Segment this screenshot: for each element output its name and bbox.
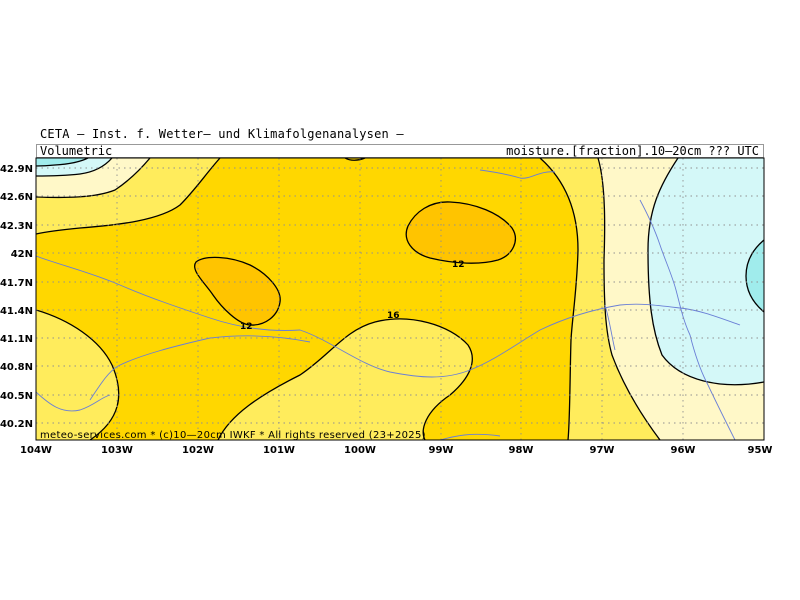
fill-16-20-south (218, 318, 473, 440)
variable-name: Volumetric (40, 144, 113, 158)
latitude-axis: 42.9N 42.6N 42.3N 42N 41.7N 41.4N 41.1N … (0, 164, 33, 430)
contour-label: 16 (387, 311, 400, 321)
variable-description: moisture.[fraction].10—20cm ??? UTC (506, 144, 759, 158)
lat-tick-label: 40.5N (0, 391, 33, 402)
lon-tick-label: 98W (509, 445, 534, 456)
contour-label: 12 (452, 260, 465, 270)
loup-river (604, 304, 616, 351)
rivers (36, 169, 741, 440)
lon-tick-label: 102W (182, 445, 214, 456)
missouri-river (639, 199, 736, 440)
platte-river (36, 255, 741, 378)
contour-24-east (647, 158, 764, 386)
lat-tick-label: 42.6N (0, 192, 33, 203)
niobrara-river (479, 169, 556, 179)
plot-frame (35, 157, 765, 441)
lon-tick-label: 103W (101, 445, 133, 456)
contour-16-top (344, 158, 366, 161)
republican-river (89, 335, 311, 401)
contour-12-west (194, 256, 281, 326)
lon-tick-label: 96W (671, 445, 696, 456)
lon-tick-label: 100W (344, 445, 376, 456)
graticule (36, 158, 764, 440)
lon-tick-label: 97W (590, 445, 615, 456)
longitude-axis: 104W 103W 102W 101W 100W 99W 98W 97W 96W… (20, 445, 772, 456)
chart-title: CETA — Inst. f. Wetter— und Klimafolgena… (40, 127, 404, 141)
contour-label: 12 (240, 322, 253, 332)
lat-tick-label: 41.1N (0, 334, 33, 345)
contour-20-nw (36, 158, 151, 199)
lat-tick-label: 42.3N (0, 221, 33, 232)
lat-tick-label: 42.9N (0, 164, 33, 175)
contour-16-sw (36, 309, 120, 440)
lat-tick-label: 40.2N (0, 419, 33, 430)
contour-28-nw (36, 158, 89, 167)
lon-tick-label: 104W (20, 445, 52, 456)
fill-24-28-east (648, 158, 764, 385)
fill-gt28-nw (36, 158, 88, 166)
contour-lines (36, 158, 764, 440)
fill-lt12-west (194, 257, 281, 326)
contour-12-north (405, 201, 516, 264)
lon-tick-label: 99W (429, 445, 454, 456)
contour-16-nw (36, 158, 221, 235)
lat-tick-label: 42N (11, 249, 33, 260)
lat-tick-label: 41.7N (0, 278, 33, 289)
contour-20-east (597, 158, 661, 440)
south-border-river (439, 433, 501, 440)
filled-contours (36, 158, 764, 440)
lon-tick-label: 95W (748, 445, 773, 456)
fill-lt12-north (406, 201, 516, 264)
contour-24-nw (36, 158, 113, 177)
south-river (36, 391, 111, 412)
copyright-text: meteo-services.com * (c)10—20cm IWKF * A… (40, 430, 426, 441)
contour-28-east (745, 239, 764, 313)
lat-tick-label: 40.8N (0, 362, 33, 373)
lat-tick-label: 41.4N (0, 306, 33, 317)
lon-tick-label: 101W (263, 445, 295, 456)
